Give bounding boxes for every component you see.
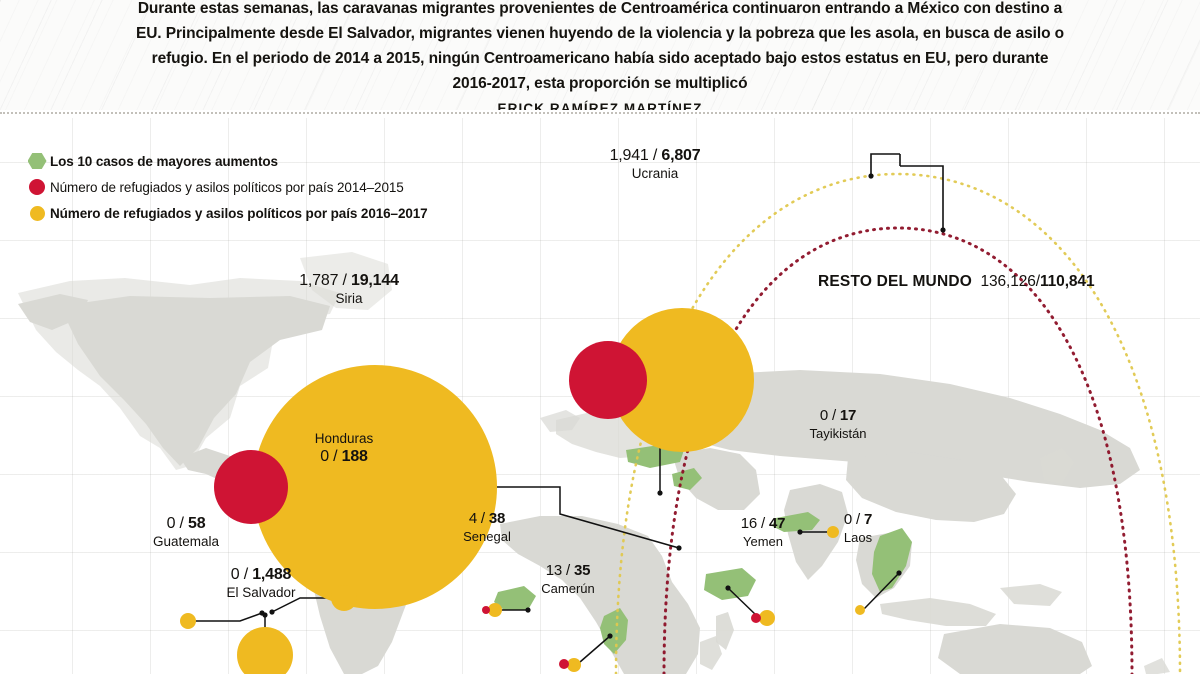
resto-value-2014: 136,126 bbox=[980, 273, 1036, 290]
bubble-laos-2016 bbox=[855, 605, 865, 615]
camerun-values: 13 / 35 bbox=[545, 562, 591, 579]
bubble-senegal-2014 bbox=[482, 606, 490, 614]
tayikistan-values: 0 / 17 bbox=[819, 407, 857, 424]
senegal-v1: 4 bbox=[468, 510, 477, 527]
bubbles-2016-2017 bbox=[180, 308, 865, 674]
legend-label-yellow: Número de refugiados y asilos políticos … bbox=[50, 205, 428, 221]
country-label-guatemala: 0 / 58 Guatemala bbox=[153, 514, 219, 550]
red-circle-icon bbox=[24, 179, 50, 195]
bubble-ucrania-2014 bbox=[569, 341, 647, 419]
country-label-laos: 0 / 7 Laos bbox=[844, 510, 872, 546]
arc-anchor-yellow bbox=[868, 173, 874, 179]
country-label-camerun: 13 / 35 Camerún bbox=[541, 561, 594, 597]
yellow-circle-icon bbox=[24, 205, 50, 221]
guatemala-v1: 0 bbox=[166, 515, 176, 532]
senegal-values: 4 / 38 bbox=[468, 510, 506, 527]
senegal-v2: 38 bbox=[488, 510, 506, 527]
resto-leader-lines bbox=[870, 153, 944, 230]
elsalvador-v2: 1,488 bbox=[252, 566, 292, 583]
bubble-tayikistan-2016 bbox=[827, 526, 839, 538]
bubble-guatemala-2016 bbox=[180, 613, 196, 629]
honduras-v2: 188 bbox=[341, 448, 368, 465]
honduras-v1: 0 bbox=[320, 448, 329, 465]
yemen-v2: 47 bbox=[768, 515, 786, 532]
ucrania-name: Ucrania bbox=[631, 166, 679, 181]
camerun-name: Camerún bbox=[541, 581, 595, 596]
resto-separator: / bbox=[1035, 273, 1040, 290]
header: Durante estas semanas, las caravanas mig… bbox=[0, 0, 1200, 110]
laos-v1: 0 bbox=[843, 511, 853, 528]
camerun-v2: 35 bbox=[573, 562, 591, 579]
header-texture bbox=[0, 0, 1200, 110]
arc-anchor-red bbox=[940, 227, 946, 233]
resto-del-mundo: RESTO DEL MUNDO 136,126/110,841 bbox=[818, 273, 1095, 291]
camerun-v1: 13 bbox=[545, 562, 563, 579]
byline: ERICK RAMÍREZ MARTÍNEZ bbox=[497, 101, 703, 110]
bubble-camerun-2014 bbox=[559, 659, 569, 669]
bubble-siria-2016 bbox=[253, 365, 497, 609]
bubbles-2014-2015 bbox=[214, 341, 761, 669]
ucrania-v2: 6,807 bbox=[661, 147, 701, 164]
country-bubbles bbox=[180, 308, 865, 674]
country-label-tayikistan: 0 / 17 Tayikistán bbox=[809, 406, 866, 442]
bubble-camerun-2016 bbox=[567, 658, 581, 672]
deck-text: Durante estas semanas, las caravanas mig… bbox=[135, 0, 1065, 92]
siria-v2: 19,144 bbox=[351, 272, 399, 289]
ucrania-values: 1,941 / 6,807 bbox=[609, 147, 701, 164]
resto-del-mundo-values: 136,126/110,841 bbox=[976, 273, 1094, 290]
leader-endpoints bbox=[259, 490, 902, 639]
guatemala-name: Guatemala bbox=[152, 534, 220, 549]
bubble-senegal-2016 bbox=[488, 603, 502, 617]
laos-values: 0 / 7 bbox=[843, 511, 873, 528]
bubble-yemen-2016 bbox=[759, 610, 775, 626]
legend-item-yellow[interactable]: Número de refugiados y asilos políticos … bbox=[24, 202, 428, 224]
tayikistan-v1: 0 bbox=[819, 407, 828, 424]
country-label-yemen: 16 / 47 Yemen bbox=[741, 514, 786, 550]
country-label-honduras: Honduras 0 / 188 bbox=[315, 430, 374, 466]
country-label-ucrania: 1,941 / 6,807 Ucrania bbox=[610, 146, 701, 182]
country-label-senegal: 4 / 38 Senegal bbox=[463, 509, 511, 545]
bubble-yemen-2014 bbox=[751, 613, 761, 623]
honduras-name: Honduras bbox=[314, 431, 374, 446]
green-hexagon-icon bbox=[24, 153, 50, 170]
header-divider bbox=[0, 112, 1200, 114]
legend-item-red[interactable]: Número de refugiados y asilos políticos … bbox=[24, 176, 428, 198]
country-label-elsalvador: 0 / 1,488 El Salvador bbox=[226, 565, 295, 601]
elsalvador-values: 0 / 1,488 bbox=[230, 566, 292, 583]
bubble-honduras-2016 bbox=[331, 585, 357, 611]
legend: Los 10 casos de mayores aumentos Número … bbox=[24, 150, 428, 228]
honduras-values: 0 / 188 bbox=[320, 448, 368, 465]
guatemala-values: 0 / 58 bbox=[166, 515, 206, 532]
ucrania-v1: 1,941 bbox=[609, 147, 649, 164]
bubble-siria-2014 bbox=[214, 450, 288, 524]
senegal-name: Senegal bbox=[463, 529, 511, 544]
laos-v2: 7 bbox=[863, 511, 873, 528]
resto-del-mundo-label: RESTO DEL MUNDO bbox=[818, 273, 972, 290]
yemen-values: 16 / 47 bbox=[740, 515, 786, 532]
siria-values: 1,787 / 19,144 bbox=[299, 272, 399, 289]
legend-label-red: Número de refugiados y asilos políticos … bbox=[50, 179, 404, 195]
siria-name: Siria bbox=[335, 291, 363, 306]
legend-label-green: Los 10 casos de mayores aumentos bbox=[50, 153, 278, 169]
country-label-siria: 1,787 / 19,144 Siria bbox=[299, 271, 399, 307]
yemen-name: Yemen bbox=[743, 534, 783, 549]
laos-name: Laos bbox=[843, 530, 873, 545]
tayikistan-v2: 17 bbox=[839, 407, 857, 424]
world-map: Los 10 casos de mayores aumentos Número … bbox=[0, 118, 1200, 674]
bubble-elsalvador-2016 bbox=[237, 627, 293, 674]
elsalvador-name: El Salvador bbox=[226, 585, 296, 600]
tayikistan-name: Tayikistán bbox=[809, 426, 867, 441]
siria-v1: 1,787 bbox=[299, 272, 339, 289]
legend-item-green[interactable]: Los 10 casos de mayores aumentos bbox=[24, 150, 428, 172]
guatemala-v2: 58 bbox=[188, 515, 206, 532]
resto-value-2016: 110,841 bbox=[1040, 273, 1095, 290]
yemen-v1: 16 bbox=[740, 515, 758, 532]
elsalvador-v1: 0 bbox=[230, 566, 240, 583]
bubble-ucrania-2016 bbox=[610, 308, 754, 452]
